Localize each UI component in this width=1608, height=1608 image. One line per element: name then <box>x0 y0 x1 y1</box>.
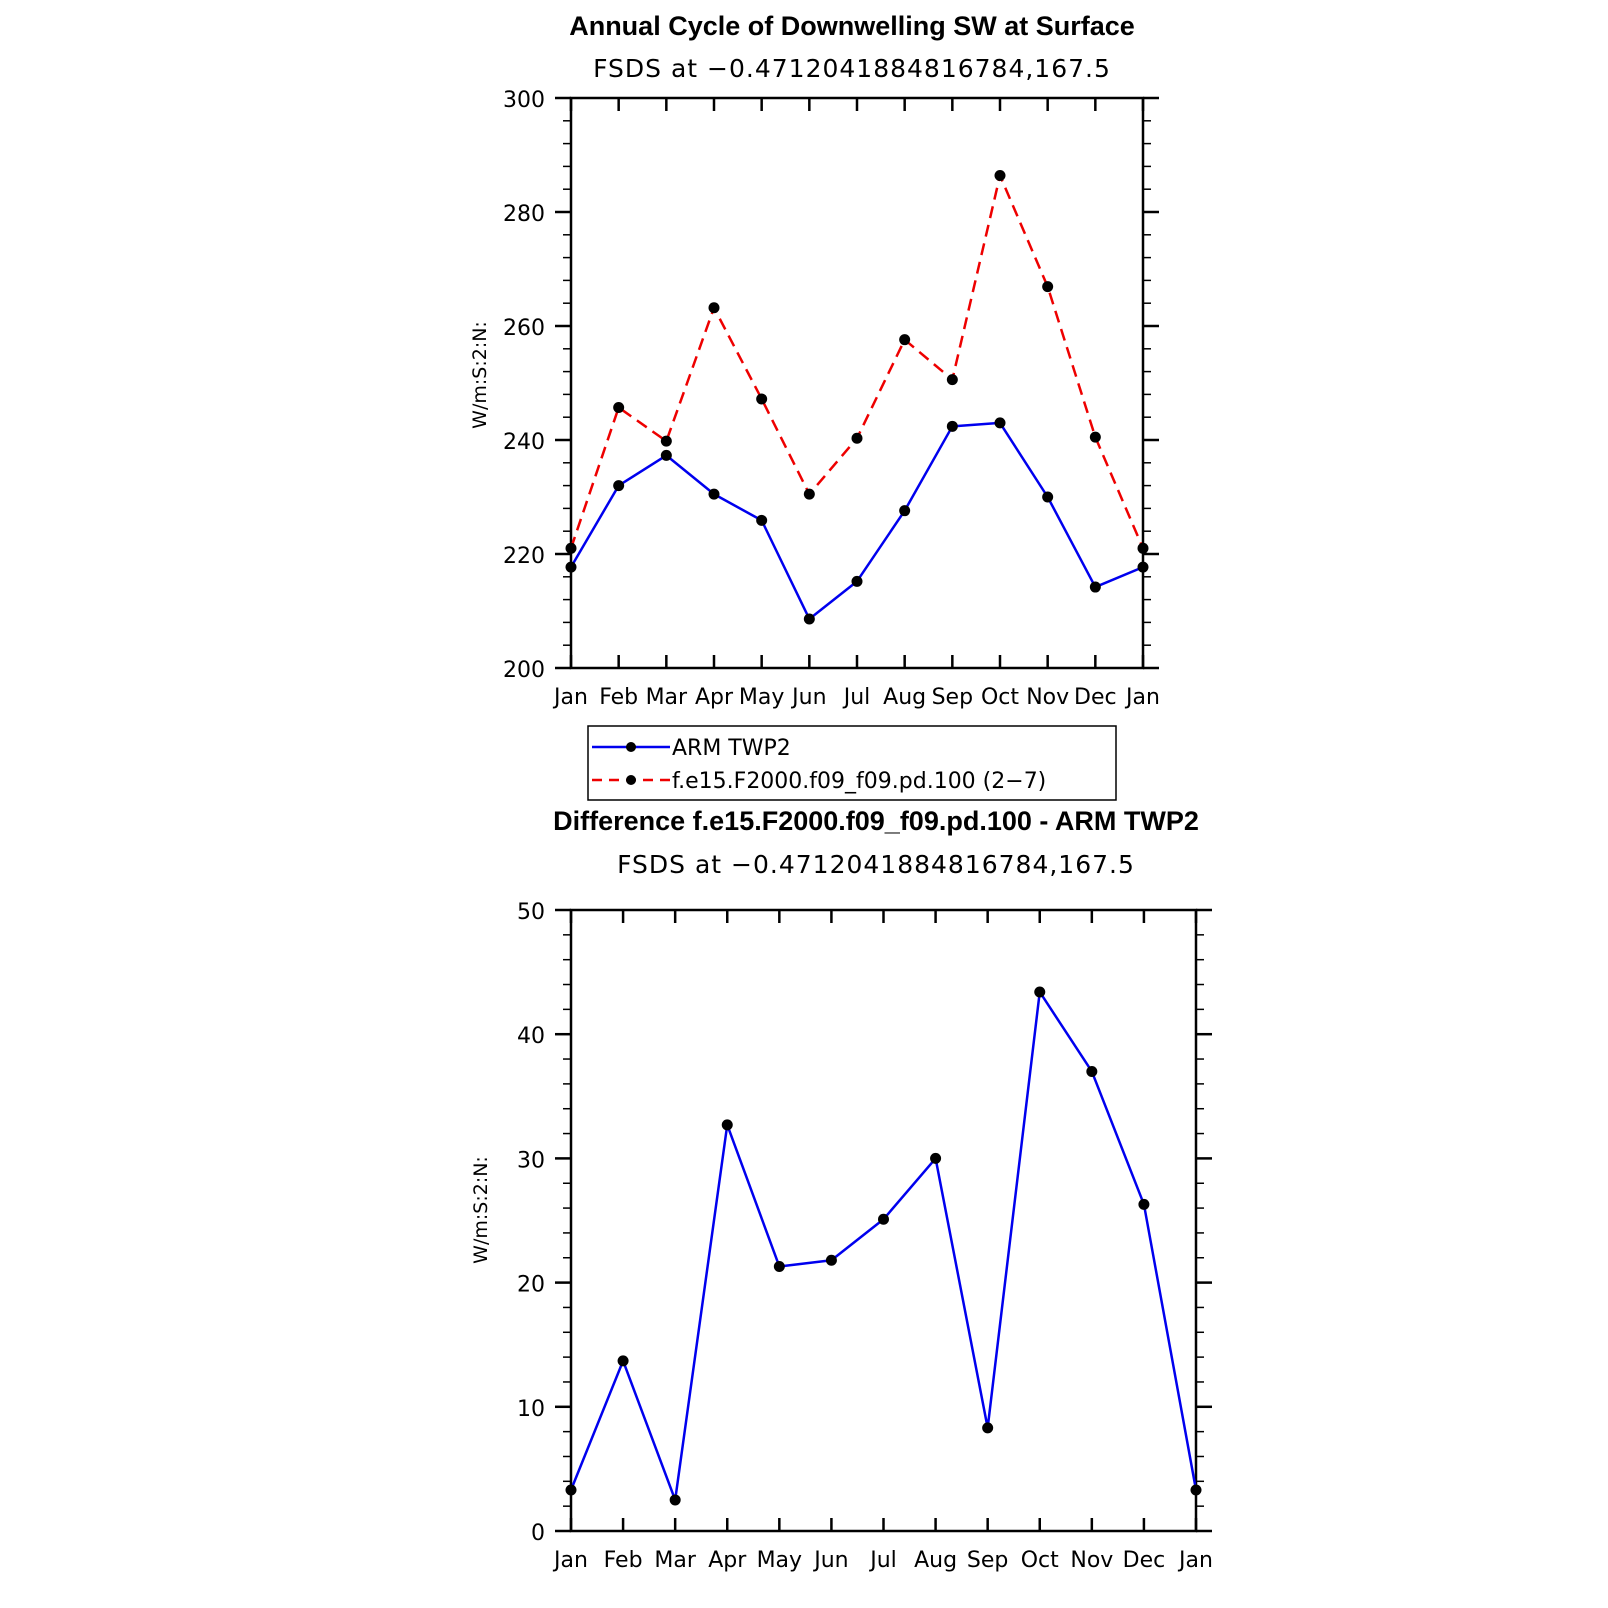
x-tick-label: Oct <box>981 685 1019 710</box>
x-tick-label: Nov <box>1026 685 1069 710</box>
x-tick-label: Dec <box>1074 685 1117 710</box>
data-point <box>946 420 958 432</box>
data-point <box>756 393 768 405</box>
x-tick-label: Jan <box>1124 685 1160 710</box>
data-point <box>708 488 720 500</box>
data-point <box>1089 581 1101 593</box>
x-tick-label: Mar <box>654 1548 696 1573</box>
data-point <box>946 374 958 386</box>
y-tick-label: 280 <box>503 202 545 227</box>
y-tick-label: 40 <box>517 1024 545 1049</box>
chart-subtitle: FSDS at −0.4712041884816784,167.5 <box>617 850 1135 879</box>
legend: ARM TWP2 f.e15.F2000.f09_f09.pd.100 (2−7… <box>587 725 1117 801</box>
data-point <box>982 1422 994 1434</box>
data-point <box>1137 561 1149 573</box>
data-point <box>708 302 720 314</box>
y-axis-label: W/m:S:2:N: <box>470 1156 492 1264</box>
data-point <box>1138 1198 1150 1210</box>
data-point <box>878 1213 889 1225</box>
x-tick-label: Feb <box>599 685 638 710</box>
data-point <box>851 575 863 587</box>
data-point <box>1042 281 1054 293</box>
data-point <box>669 1494 681 1506</box>
y-tick-label: 10 <box>517 1397 545 1422</box>
data-point <box>1086 1065 1098 1077</box>
x-tick-label: Dec <box>1123 1548 1166 1573</box>
x-tick-label: Oct <box>1021 1548 1059 1573</box>
series-line-1 <box>569 174 1145 549</box>
x-tick-label: Feb <box>604 1548 643 1573</box>
chart-title: Annual Cycle of Downwelling SW at Surfac… <box>569 11 1135 41</box>
data-point <box>899 334 911 346</box>
data-point <box>756 514 768 526</box>
y-tick-label: 300 <box>503 88 545 113</box>
y-tick-label: 20 <box>517 1273 545 1298</box>
x-tick-label: Aug <box>914 1548 957 1573</box>
data-point <box>994 417 1006 429</box>
legend-marker-model <box>626 775 636 785</box>
chart-subtitle: FSDS at −0.4712041884816784,167.5 <box>593 54 1111 83</box>
data-point <box>1034 986 1046 998</box>
x-tick-label: Mar <box>646 685 688 710</box>
data-point <box>613 402 625 414</box>
series-line-0 <box>569 990 1198 1502</box>
data-point <box>1089 431 1101 443</box>
y-tick-label: 50 <box>517 900 545 925</box>
data-point <box>660 449 672 461</box>
data-point <box>660 435 672 447</box>
data-point <box>565 1484 577 1496</box>
x-tick-label: Jan <box>552 1548 588 1573</box>
x-tick-label: Jan <box>1177 1548 1213 1573</box>
x-tick-label: Jun <box>812 1548 848 1573</box>
x-tick-label: Apr <box>708 1548 747 1573</box>
data-point <box>994 170 1006 182</box>
x-tick-label: Apr <box>695 685 734 710</box>
y-tick-label: 260 <box>503 316 545 341</box>
x-tick-label: Jul <box>842 685 871 710</box>
data-point <box>1137 542 1149 554</box>
chart-title: Difference f.e15.F2000.f09_f09.pd.100 - … <box>553 806 1199 836</box>
legend-label-arm-twp2: ARM TWP2 <box>672 736 791 761</box>
x-tick-label: Jan <box>552 685 588 710</box>
data-point <box>899 505 911 517</box>
chart-difference: Difference f.e15.F2000.f09_f09.pd.100 - … <box>470 806 1213 1573</box>
x-tick-label: Sep <box>967 1548 1008 1573</box>
data-point <box>613 480 625 492</box>
x-tick-label: May <box>739 685 784 710</box>
data-point <box>721 1119 733 1131</box>
data-point <box>803 488 815 500</box>
y-tick-label: 30 <box>517 1148 545 1173</box>
y-tick-label: 0 <box>531 1521 545 1546</box>
legend-label-model: f.e15.F2000.f09_f09.pd.100 (2−7) <box>672 769 1046 794</box>
y-tick-label: 240 <box>503 430 545 455</box>
data-point <box>773 1260 785 1272</box>
x-tick-label: Nov <box>1070 1548 1113 1573</box>
data-point <box>1190 1484 1202 1496</box>
series-line-0 <box>569 421 1144 621</box>
y-tick-label: 200 <box>503 658 545 683</box>
data-point <box>1042 491 1054 503</box>
data-point <box>825 1254 837 1266</box>
y-axis-label: W/m:S:2:N: <box>469 321 491 429</box>
data-point <box>617 1355 629 1367</box>
data-point <box>930 1152 942 1164</box>
legend-marker-arm-twp2 <box>626 742 636 752</box>
data-point <box>565 542 577 554</box>
x-tick-label: Aug <box>883 685 926 710</box>
data-point <box>803 613 815 625</box>
x-tick-label: Jun <box>790 685 826 710</box>
data-point <box>851 432 863 444</box>
y-tick-label: 220 <box>503 544 545 569</box>
x-tick-label: Jul <box>868 1548 897 1573</box>
x-tick-label: Sep <box>932 685 973 710</box>
chart-annual-cycle: Annual Cycle of Downwelling SW at Surfac… <box>469 11 1160 801</box>
x-tick-label: May <box>757 1548 802 1573</box>
legend-box <box>587 725 1117 801</box>
data-point <box>565 561 577 573</box>
